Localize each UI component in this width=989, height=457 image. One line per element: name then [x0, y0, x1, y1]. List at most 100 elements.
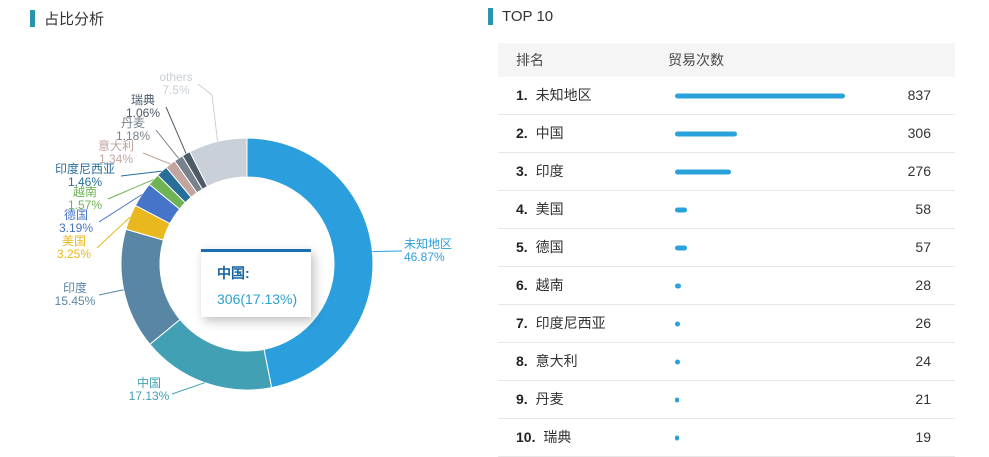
table-row[interactable]: 3. 印度 276	[498, 153, 955, 191]
table-row[interactable]: 5. 德国 57	[498, 229, 955, 267]
table-row[interactable]: 4. 美国 58	[498, 191, 955, 229]
row-value: 58	[915, 201, 931, 217]
row-rank: 10.	[516, 429, 540, 445]
row-name-cell: 6. 越南	[516, 267, 564, 304]
column-header-count: 贸易次数	[668, 52, 724, 68]
pie-label: 越南 1.57%	[62, 186, 108, 212]
pie-label: 未知地区 46.87%	[404, 238, 460, 264]
pie-label-name: 印度	[62, 281, 87, 295]
pie-label-name: 印度尼西亚	[54, 162, 115, 176]
label-leader-line	[142, 152, 171, 165]
row-name-cell: 3. 印度	[516, 153, 564, 190]
row-name-cell: 10. 瑞典	[516, 419, 571, 456]
row-trade-bar	[675, 435, 679, 440]
row-country: 印度尼西亚	[535, 315, 606, 331]
tooltip-title: 中国:	[217, 265, 250, 281]
pie-label: 印度 15.45%	[52, 282, 98, 308]
row-name-cell: 7. 印度尼西亚	[516, 305, 606, 342]
pie-label: 意大利 1.34%	[89, 140, 143, 166]
row-country: 德国	[535, 239, 564, 255]
row-value: 57	[915, 239, 931, 255]
label-leader-line	[107, 179, 154, 200]
row-trade-bar	[675, 321, 680, 326]
proportion-panel: 占比分析 未知地区 46.87% 中国 17.13% 印度 15.45% 美国 3.25% 德国…	[0, 0, 490, 445]
top10-table: 排名 贸易次数 1. 未知地区 837 2. 中国 306 3. 印度 276 …	[498, 43, 955, 457]
row-country: 印度	[535, 163, 564, 179]
tooltip-value: 306(17.13%)	[217, 291, 298, 307]
row-country: 中国	[535, 125, 564, 141]
row-rank: 3.	[516, 163, 532, 179]
row-rank: 2.	[516, 125, 532, 141]
row-value: 19	[915, 429, 931, 445]
row-rank: 5.	[516, 239, 532, 255]
pie-label: 德国 3.19%	[53, 209, 99, 235]
row-value: 276	[907, 163, 931, 179]
proportion-section-title: 占比分析	[30, 8, 104, 29]
table-row[interactable]: 8. 意大利 24	[498, 343, 955, 381]
row-country: 美国	[535, 201, 564, 217]
pie-label: others 7.5%	[154, 71, 198, 97]
table-row[interactable]: 6. 越南 28	[498, 267, 955, 305]
pie-label-name: 德国	[63, 208, 88, 222]
pie-label-percent: 15.45%	[54, 294, 96, 308]
pie-label-percent: 1.18%	[115, 129, 151, 143]
pie-label-name: 未知地区	[404, 237, 453, 251]
row-value: 306	[907, 125, 931, 141]
top10-title-text: TOP 10	[502, 8, 554, 25]
row-name-cell: 2. 中国	[516, 115, 564, 152]
table-row[interactable]: 9. 丹麦 21	[498, 381, 955, 419]
pie-slice[interactable]	[120, 228, 181, 346]
pie-label-percent: 1.57%	[67, 198, 103, 212]
proportion-title-text: 占比分析	[44, 11, 105, 28]
label-leader-line	[165, 106, 187, 154]
row-country: 意大利	[535, 353, 578, 369]
table-row[interactable]: 2. 中国 306	[498, 115, 955, 153]
top10-section-title: TOP 10	[488, 8, 553, 25]
row-country: 丹麦	[535, 391, 564, 407]
pie-label: 印度尼西亚 1.46%	[49, 163, 121, 189]
pie-label: 丹麦 1.18%	[110, 117, 156, 143]
row-country: 瑞典	[543, 429, 572, 445]
label-leader-line	[98, 194, 143, 223]
row-name-cell: 8. 意大利	[516, 343, 578, 380]
row-value: 21	[915, 391, 931, 407]
row-rank: 1.	[516, 87, 532, 103]
row-rank: 6.	[516, 277, 532, 293]
pie-label-percent: 17.13%	[128, 389, 170, 403]
pie-label-percent: 1.34%	[98, 152, 134, 166]
table-body: 1. 未知地区 837 2. 中国 306 3. 印度 276 4. 美国 58…	[498, 77, 955, 457]
row-trade-bar	[675, 359, 680, 364]
table-row[interactable]: 10. 瑞典 19	[498, 419, 955, 457]
pie-label-percent: 3.19%	[58, 221, 94, 235]
row-value: 24	[915, 353, 931, 369]
pie-label-name: 意大利	[97, 139, 134, 153]
column-header-rank: 排名	[516, 52, 544, 68]
pie-label-percent: 3.25%	[56, 247, 92, 261]
pie-label-name: 越南	[72, 185, 97, 199]
pie-label-name: 美国	[61, 234, 86, 248]
table-row[interactable]: 7. 印度尼西亚 26	[498, 305, 955, 343]
label-leader-line	[372, 250, 403, 253]
row-trade-bar	[675, 397, 679, 402]
table-row[interactable]: 1. 未知地区 837	[498, 77, 955, 115]
pie-slice[interactable]	[246, 137, 374, 389]
row-name-cell: 4. 美国	[516, 191, 564, 228]
row-rank: 7.	[516, 315, 532, 331]
pie-label: 瑞典 1.06%	[120, 94, 166, 120]
pie-label-percent: 46.87%	[404, 250, 445, 264]
title-accent-bar	[30, 10, 35, 27]
label-leader-line	[155, 129, 179, 159]
label-leader-line	[120, 170, 162, 177]
pie-slice[interactable]	[189, 137, 248, 188]
pie-label-percent: 7.5%	[162, 83, 190, 97]
pie-label-name: 中国	[136, 376, 161, 390]
label-leader-line	[197, 83, 219, 142]
pie-label-name: 瑞典	[130, 93, 155, 107]
table-header-row: 排名 贸易次数	[498, 43, 955, 77]
pie-label: 美国 3.25%	[51, 235, 97, 261]
donut-chart	[96, 83, 403, 395]
row-value: 28	[915, 277, 931, 293]
row-name-cell: 5. 德国	[516, 229, 564, 266]
row-trade-bar	[675, 169, 731, 174]
pie-label-name: 丹麦	[120, 116, 145, 130]
